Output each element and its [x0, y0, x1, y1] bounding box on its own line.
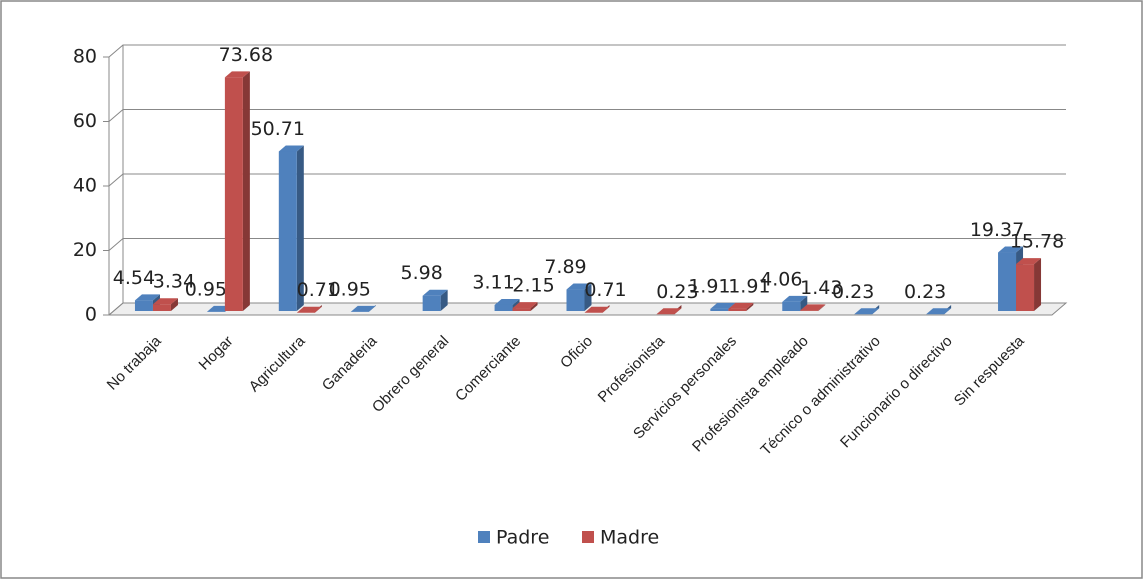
- bar-top: [422, 289, 448, 296]
- bar-side: [170, 298, 178, 311]
- y-tick-label: 60: [73, 110, 97, 132]
- bar-top: [152, 298, 178, 305]
- y-tick-label: 20: [73, 239, 97, 261]
- bar-side: [800, 295, 808, 311]
- bar: [566, 289, 585, 311]
- data-label: 1.43: [800, 277, 842, 299]
- bar-top: [1016, 258, 1042, 265]
- data-label: 0.23: [832, 281, 874, 303]
- y-tick-label: 80: [73, 46, 97, 68]
- bar: [800, 310, 819, 311]
- bar-top: [710, 302, 736, 309]
- bar-side: [584, 283, 592, 311]
- legend-label: Madre: [600, 527, 659, 549]
- bar-side: [746, 302, 754, 311]
- bar-top: [566, 283, 592, 290]
- bar-side: [242, 71, 250, 311]
- bar-top: [854, 308, 880, 315]
- bar: [278, 151, 297, 311]
- data-label: 3.11: [472, 271, 514, 293]
- grid-line: [108, 109, 1066, 122]
- grid-line: [108, 44, 1066, 58]
- bar-top: [728, 302, 754, 309]
- grid-line: [108, 173, 1066, 187]
- bar-top: [926, 308, 952, 315]
- bar: [494, 304, 513, 311]
- bar-top: [224, 71, 250, 78]
- bar-top: [656, 308, 682, 315]
- bar: [782, 301, 801, 311]
- bar-top: [584, 306, 610, 313]
- y-tick-label: 40: [73, 175, 97, 197]
- data-label: 0.71: [297, 279, 339, 301]
- data-label: 5.98: [400, 262, 442, 284]
- bar-top: [494, 298, 520, 305]
- data-label: 0.23: [656, 281, 698, 303]
- bar: [998, 252, 1017, 311]
- data-label: 0.95: [185, 278, 227, 300]
- legend-label: Padre: [496, 527, 549, 549]
- bar: [152, 304, 171, 311]
- legend-swatch: [582, 531, 594, 543]
- bar-side: [296, 145, 304, 311]
- data-label: 50.71: [251, 118, 305, 140]
- bar-top: [296, 306, 322, 313]
- bar-top: [800, 304, 826, 311]
- bar: [728, 308, 747, 311]
- data-label: 3.34: [153, 271, 195, 293]
- data-label: 4.54: [113, 267, 155, 289]
- bar-top: [998, 246, 1024, 253]
- bar: [512, 308, 531, 311]
- bar-side: [530, 302, 538, 311]
- bar-side: [818, 304, 826, 311]
- bar-top: [782, 295, 808, 302]
- data-label: 2.15: [512, 275, 554, 297]
- bar-top: [512, 302, 538, 309]
- data-label: 73.68: [219, 44, 273, 66]
- bar-top: [134, 294, 160, 301]
- bar: [710, 308, 729, 311]
- data-label: 7.89: [544, 256, 586, 278]
- data-label: 0.23: [904, 281, 946, 303]
- data-label: 19.37: [970, 219, 1024, 241]
- bar-top: [278, 145, 304, 152]
- grid-line: [108, 238, 1066, 251]
- bar-side: [440, 289, 448, 311]
- bar: [224, 77, 243, 312]
- data-label: 0.71: [584, 279, 626, 301]
- data-label: 1.91: [728, 275, 770, 297]
- bar: [1016, 264, 1035, 311]
- bar-top: [350, 305, 376, 312]
- data-label: 0.95: [329, 278, 371, 300]
- data-label: 4.06: [760, 268, 802, 290]
- bar-side: [1034, 258, 1042, 311]
- bar: [422, 295, 441, 311]
- data-label: 15.78: [1010, 231, 1064, 253]
- bar: [134, 300, 153, 311]
- legend-swatch: [478, 531, 490, 543]
- data-label: 1.91: [688, 275, 730, 297]
- y-tick-label: 0: [85, 304, 97, 326]
